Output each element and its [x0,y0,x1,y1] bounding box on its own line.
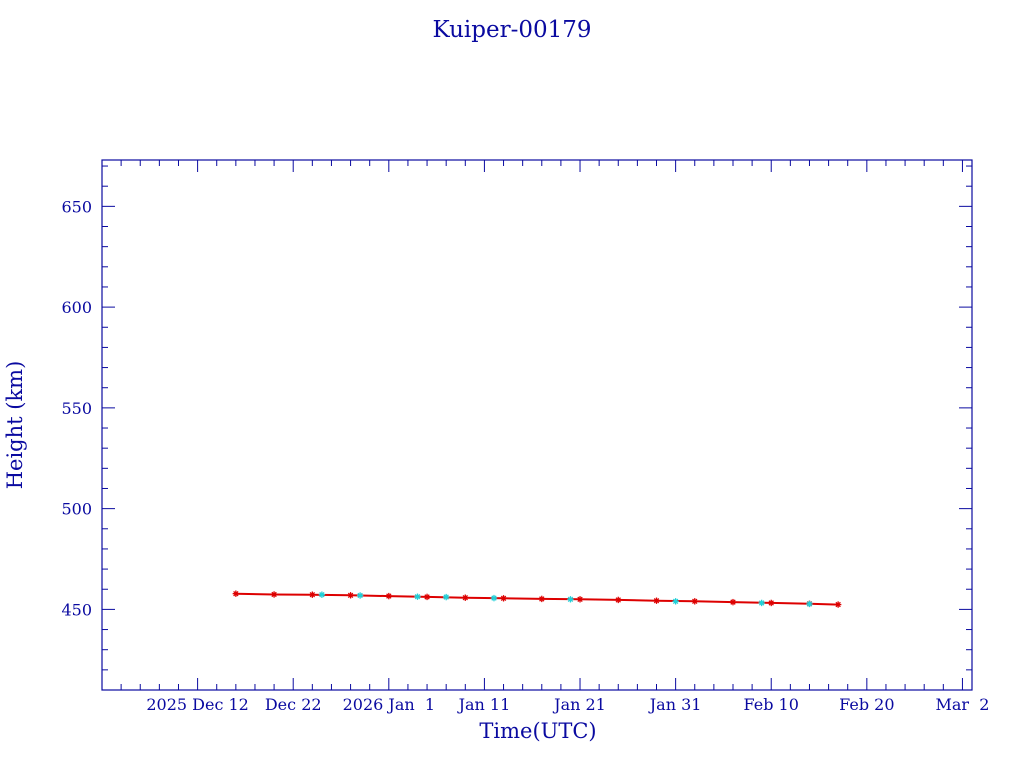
x-tick-label: Feb 20 [839,695,894,714]
x-tick-labels: 2025 Dec 12 Dec 22 2026 Jan 1 Jan 11 Jan 21 J… [146,695,989,714]
y-tick-label: 450 [61,600,92,619]
data-point [834,601,842,608]
y-tick-label: 650 [61,197,92,216]
x-tick-label: Jan 31 [648,695,702,714]
plot-frame [101,159,973,691]
y-tick-label: 550 [61,399,92,418]
data-points [232,590,842,608]
data-point [758,599,765,607]
x-axis-label: Time(UTC) [479,719,596,743]
data-point [309,591,316,598]
data-point [653,597,660,604]
data-point [270,591,278,598]
data-point [385,592,393,600]
x-tick-label: 2026 Jan 1 [343,695,435,714]
data-point [615,596,622,604]
y-tick-labels: 450 500 550 600 650 [61,197,92,619]
y-axis-label: Height (km) [3,361,27,490]
x-tick-label: Mar 2 [935,695,989,714]
data-point [768,599,775,607]
data-point [729,598,737,606]
series-trend-line [235,592,839,606]
data-point [576,596,584,603]
data-point [806,600,813,608]
data-point [356,592,364,599]
data-point [538,595,545,603]
trend-line [235,592,839,606]
x-tick-label: Dec 22 [265,695,322,714]
data-point [691,598,698,605]
data-point [567,596,574,603]
data-point [347,592,354,599]
y-tick-label: 500 [61,500,92,519]
data-point [423,593,431,601]
chart-title: Kuiper-00179 [432,17,591,43]
axis-ticks [101,160,972,691]
data-point [442,593,450,601]
x-tick-label: Jan 21 [552,695,606,714]
x-tick-label: Jan 11 [457,695,511,714]
data-point [232,590,240,597]
data-point [318,591,326,598]
data-point [500,595,507,602]
x-tick-label: 2025 Dec 12 [146,695,249,714]
data-point [490,594,498,602]
y-tick-label: 600 [61,298,92,317]
data-point [462,594,469,601]
data-point [414,593,421,600]
x-tick-label: Feb 10 [744,695,799,714]
data-point [672,598,679,605]
